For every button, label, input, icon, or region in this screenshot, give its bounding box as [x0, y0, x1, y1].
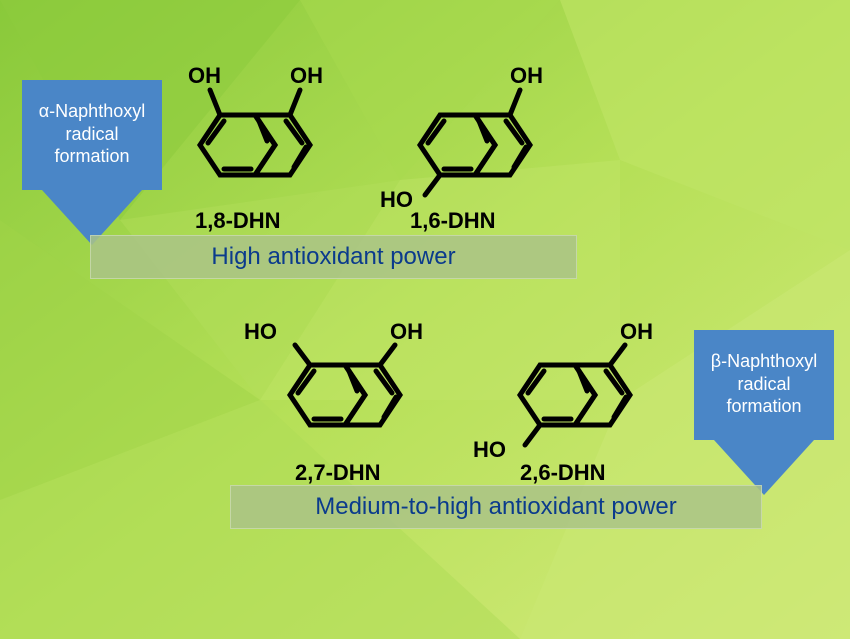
label-18dhn: 1,8-DHN [195, 208, 281, 234]
svg-text:HO: HO [244, 319, 277, 344]
right-arrow-line1: β-Naphthoxyl [711, 351, 817, 371]
label-26dhn: 2,6-DHN [520, 460, 606, 486]
infographic-canvas: α-Naphthoxyl radical formation β-Naphtho… [0, 0, 850, 639]
top-band-text: High antioxidant power [211, 243, 455, 270]
svg-text:OH: OH [290, 63, 323, 88]
svg-text:HO: HO [380, 187, 413, 212]
svg-text:OH: OH [390, 319, 423, 344]
molecule-26dhn: OH HO [455, 315, 695, 465]
molecule-16dhn: OH HO [370, 55, 570, 215]
svg-text:OH: OH [510, 63, 543, 88]
top-band: High antioxidant power [90, 235, 577, 279]
label-16dhn: 1,6-DHN [410, 208, 496, 234]
svg-text:OH: OH [188, 63, 221, 88]
svg-text:OH: OH [620, 319, 653, 344]
label-27dhn: 2,7-DHN [295, 460, 381, 486]
right-arrow-line2: radical [737, 374, 790, 394]
svg-text:HO: HO [473, 437, 506, 462]
left-arrow-line3: formation [54, 146, 129, 166]
right-arrow-label: β-Naphthoxyl radical formation [694, 350, 834, 418]
left-arrow-line1: α-Naphthoxyl [39, 101, 145, 121]
molecule-27dhn: OH HO [230, 315, 460, 465]
left-arrow-label: α-Naphthoxyl radical formation [22, 100, 162, 168]
molecule-18dhn: OH OH [170, 55, 340, 215]
bottom-band-text: Medium-to-high antioxidant power [315, 493, 677, 520]
left-arrow-line2: radical [65, 124, 118, 144]
right-arrow-line3: formation [726, 396, 801, 416]
bottom-band: Medium-to-high antioxidant power [230, 485, 762, 529]
